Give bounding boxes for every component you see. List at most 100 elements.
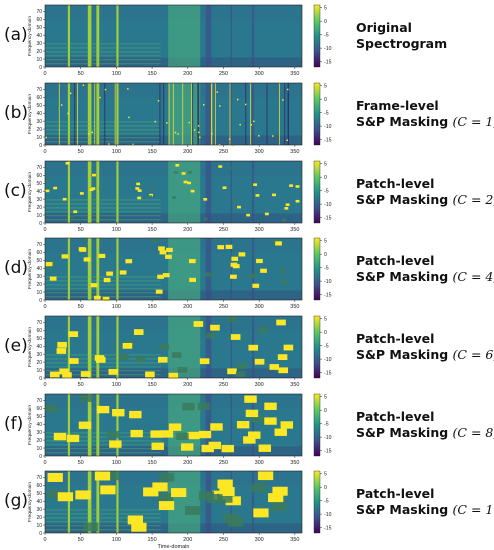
bright-time-band: [116, 316, 119, 378]
bright-time-band: [87, 316, 92, 378]
mask-speck: [99, 96, 101, 99]
patch-mask: [274, 428, 287, 436]
axes-frame: [44, 160, 303, 224]
patch-mask: [137, 189, 142, 192]
mask-speck: [253, 120, 255, 123]
y-tick-label: 30: [36, 507, 42, 513]
bright-time-band: [96, 471, 100, 533]
x-tick-label: 350: [290, 71, 299, 77]
patch-mask: [158, 501, 175, 511]
x-tick-label: 300: [255, 460, 264, 466]
patch-mask: [275, 241, 282, 246]
patch-mask: [78, 247, 86, 252]
bright-time-band: [87, 83, 92, 145]
dark-time-band: [230, 394, 233, 456]
axes-frame: [44, 393, 303, 457]
patch-mask: [188, 258, 196, 264]
y-tick-label: 10: [36, 135, 42, 141]
patch-mask: [199, 358, 210, 365]
spectrogram-panel-3: 0 50 100 150 200 250 300 350010203040506070Freq…: [27, 160, 332, 233]
colorbar-tick-label: -15: [324, 292, 332, 298]
x-tick-label: 0: [43, 537, 46, 543]
x-tick-label: 300: [255, 382, 264, 388]
y-tick-label: 20: [36, 127, 42, 133]
y-tick-label: 60: [36, 328, 42, 334]
dark-time-band: [205, 161, 212, 223]
description-line-1: Patch-level: [356, 253, 435, 268]
panel-label: (b): [4, 103, 29, 123]
patch-mask: [217, 493, 233, 503]
x-tick-label: 100: [112, 227, 121, 233]
patch-mask: [53, 432, 67, 441]
patch-mask: [183, 180, 188, 184]
colorbar: [313, 160, 321, 224]
patch-mask: [83, 522, 99, 532]
x-tick-label: 100: [112, 71, 121, 77]
x-tick-label: 350: [290, 537, 299, 543]
patch-mask: [159, 250, 167, 255]
dark-time-band: [205, 83, 212, 145]
panel-label: (d): [4, 258, 29, 278]
y-tick-label: 20: [36, 438, 42, 444]
patch-mask: [79, 192, 84, 195]
y-tick-label: 10: [36, 523, 42, 529]
patch-mask: [264, 417, 277, 425]
colorbar-tick-label: 0: [324, 252, 327, 258]
patch-mask: [80, 371, 91, 377]
y-tick-label: 40: [36, 33, 42, 39]
mask-speck: [197, 125, 200, 127]
axes-frame: [44, 4, 303, 68]
dark-time-band: [230, 161, 233, 223]
y-tick-label: 40: [36, 422, 42, 428]
x-tick-label: 250: [219, 71, 228, 77]
colorbar-tick-label: 0: [324, 330, 327, 336]
patch-mask: [230, 274, 237, 279]
patch-mask: [46, 179, 51, 182]
mask-speck: [239, 123, 241, 126]
y-axis-label: Frequency-domain: [27, 327, 33, 367]
dark-time-band: [252, 5, 255, 67]
colorbar-tick-label: -10: [324, 202, 332, 208]
axes-frame: [44, 470, 303, 534]
patch-mask: [281, 280, 288, 285]
bright-time-band: [87, 471, 92, 533]
spectrogram-panel-2: 0 50 100 150 200 250 300 350010203040506070Freq…: [27, 82, 332, 155]
x-tick-label: 250: [219, 304, 228, 310]
patch-mask: [100, 485, 116, 495]
y-tick-label: 20: [36, 360, 42, 366]
y-tick-label: 70: [36, 320, 42, 326]
patch-mask: [168, 423, 182, 431]
y-tick-label: 10: [36, 446, 42, 452]
patch-mask: [222, 186, 227, 190]
patch-mask: [162, 273, 170, 278]
mask-speck: [286, 139, 288, 142]
patch-mask: [158, 246, 165, 251]
patch-mask: [91, 187, 96, 190]
mask-speck: [228, 138, 231, 140]
panel-description: Frame-level S&P Masking (C = 1): [356, 98, 494, 130]
patch-mask: [210, 324, 220, 331]
energy-region: [168, 5, 201, 67]
patch-mask: [106, 271, 113, 276]
patch-mask: [207, 494, 223, 503]
patch-mask: [205, 272, 213, 277]
mask-speck: [286, 88, 289, 91]
mask-speck: [198, 131, 200, 134]
patch-mask: [57, 492, 74, 502]
patch-mask: [289, 184, 293, 187]
patch-mask: [150, 430, 163, 438]
frame-mask: [284, 83, 286, 145]
patch-mask: [108, 368, 119, 375]
frame-mask: [114, 83, 116, 145]
frame-mask: [94, 83, 96, 145]
colorbar-tick-label: 5: [324, 161, 327, 167]
x-tick-label: 200: [183, 227, 192, 233]
patch-mask: [230, 262, 238, 267]
y-tick-label: 30: [36, 119, 42, 125]
colorbar-tick-label: 0: [324, 485, 327, 491]
description-line-1: Original: [356, 20, 412, 35]
bright-time-band: [116, 394, 119, 456]
patch-mask: [173, 171, 178, 174]
mask-speck: [250, 124, 253, 126]
